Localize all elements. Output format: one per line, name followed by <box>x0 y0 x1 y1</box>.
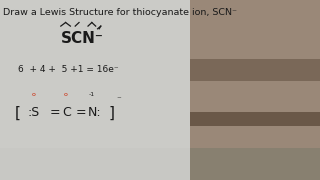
Text: -1: -1 <box>89 92 95 97</box>
Text: SCN⁻: SCN⁻ <box>61 31 104 46</box>
FancyBboxPatch shape <box>190 148 320 180</box>
Text: =: = <box>50 106 60 119</box>
Text: Draw a Lewis Structure for thiocyanate ion, SCN⁻: Draw a Lewis Structure for thiocyanate i… <box>3 8 237 17</box>
Text: 6  + 4 +  5 +1 = 16e⁻: 6 + 4 + 5 +1 = 16e⁻ <box>18 65 118 74</box>
FancyBboxPatch shape <box>190 0 320 180</box>
Text: [: [ <box>14 106 20 121</box>
Text: C: C <box>62 106 71 119</box>
FancyBboxPatch shape <box>190 59 320 81</box>
FancyBboxPatch shape <box>0 148 190 180</box>
Text: N:: N: <box>88 106 102 119</box>
Text: o: o <box>63 92 67 97</box>
FancyBboxPatch shape <box>190 112 320 126</box>
Text: :S: :S <box>27 106 39 119</box>
Text: o: o <box>31 92 35 97</box>
Text: ⁻: ⁻ <box>117 95 122 104</box>
Text: ]: ] <box>109 106 115 121</box>
Text: =: = <box>75 106 86 119</box>
